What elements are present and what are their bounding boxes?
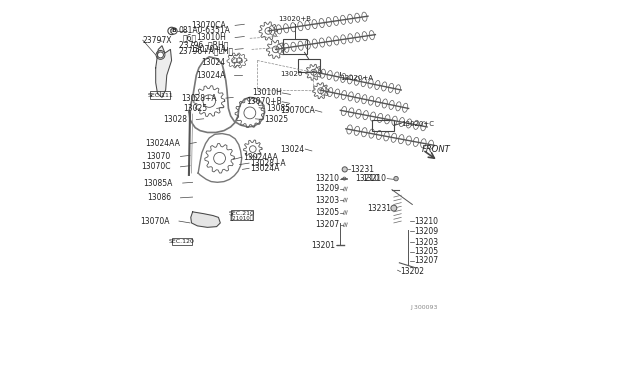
Text: 13085A: 13085A xyxy=(143,179,172,187)
Polygon shape xyxy=(191,212,220,227)
Text: 23796+A（LH）: 23796+A（LH） xyxy=(179,46,234,55)
Text: 13205: 13205 xyxy=(316,208,340,217)
Text: 13231: 13231 xyxy=(367,203,391,213)
Text: 13070C: 13070C xyxy=(141,162,171,171)
Text: 13205: 13205 xyxy=(415,247,438,256)
Text: 13203: 13203 xyxy=(316,196,340,205)
Text: SEC.210: SEC.210 xyxy=(228,211,255,216)
Text: 13086: 13086 xyxy=(147,193,171,202)
Text: 13020+C: 13020+C xyxy=(401,121,434,127)
Text: 13201: 13201 xyxy=(311,241,335,250)
Text: SEC.111: SEC.111 xyxy=(147,93,173,98)
Text: 13024AA: 13024AA xyxy=(243,153,278,162)
Text: 13020+A: 13020+A xyxy=(340,75,373,81)
Text: 13209: 13209 xyxy=(316,185,340,193)
Text: 13028+A: 13028+A xyxy=(251,158,286,168)
Text: 13210: 13210 xyxy=(355,174,379,183)
Text: 081A0-6351A: 081A0-6351A xyxy=(179,26,231,35)
Text: B: B xyxy=(169,29,174,34)
Text: （21010）: （21010） xyxy=(230,215,253,221)
Text: 13024A: 13024A xyxy=(251,164,280,173)
Text: 13070A: 13070A xyxy=(140,217,170,225)
Text: 23796  （RH）: 23796 （RH） xyxy=(179,41,228,49)
Circle shape xyxy=(394,176,398,181)
Text: 13070CA: 13070CA xyxy=(280,106,314,115)
Text: 13202: 13202 xyxy=(401,267,424,276)
Polygon shape xyxy=(156,46,172,97)
Text: 13070+A: 13070+A xyxy=(190,45,226,54)
Circle shape xyxy=(342,167,348,172)
Text: 13024: 13024 xyxy=(202,58,225,67)
Text: 13070: 13070 xyxy=(147,152,171,161)
Text: SEC.120: SEC.120 xyxy=(168,239,195,244)
Text: 13010H: 13010H xyxy=(196,33,226,42)
Text: 13207: 13207 xyxy=(415,256,438,265)
Bar xyxy=(372,119,394,131)
Text: 13024AA: 13024AA xyxy=(145,139,180,148)
Text: 13207: 13207 xyxy=(316,220,340,229)
Text: 13025: 13025 xyxy=(264,115,289,124)
Text: 13210: 13210 xyxy=(362,174,387,183)
Text: 13024A: 13024A xyxy=(196,71,225,80)
Circle shape xyxy=(391,205,397,211)
Text: 13028+A: 13028+A xyxy=(181,94,216,103)
Bar xyxy=(172,238,192,245)
Text: 13010H: 13010H xyxy=(252,89,282,97)
Text: 13085: 13085 xyxy=(266,104,291,113)
Text: （6）: （6） xyxy=(182,33,196,42)
Text: 13070CA: 13070CA xyxy=(191,21,226,30)
Text: 13020+B: 13020+B xyxy=(278,16,312,22)
Text: 13025: 13025 xyxy=(183,104,207,113)
Bar xyxy=(230,210,253,220)
Bar xyxy=(150,92,170,99)
Text: 13210: 13210 xyxy=(316,174,340,183)
Bar xyxy=(298,60,320,72)
Text: 13028: 13028 xyxy=(163,115,187,124)
Text: 13203: 13203 xyxy=(415,238,438,247)
Bar xyxy=(283,39,307,54)
Text: 23797X: 23797X xyxy=(142,36,172,45)
Text: B: B xyxy=(172,28,177,33)
Text: 13070+B: 13070+B xyxy=(246,97,282,106)
Text: J 300093: J 300093 xyxy=(411,305,438,310)
Text: 13020: 13020 xyxy=(280,71,303,77)
Text: 13024: 13024 xyxy=(280,145,305,154)
Text: 13209: 13209 xyxy=(415,227,438,235)
Text: 13231: 13231 xyxy=(350,165,374,174)
Text: 13210: 13210 xyxy=(415,217,438,225)
Text: FRONT: FRONT xyxy=(422,145,451,154)
Circle shape xyxy=(157,52,163,58)
